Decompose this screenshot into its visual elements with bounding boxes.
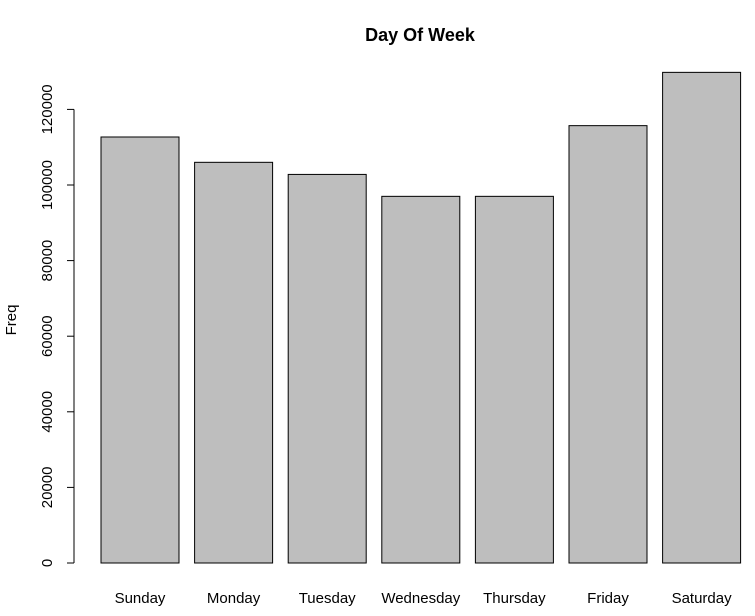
x-tick-label-monday: Monday bbox=[207, 590, 261, 607]
x-axis-labels: Sunday Monday Tuesday Wednesday Thursday Frid… bbox=[115, 590, 733, 607]
bar-sunday bbox=[100, 136, 180, 564]
chart-title: Day Of Week bbox=[365, 25, 476, 45]
bar-thursday bbox=[474, 195, 554, 564]
y-tick-label: 80000 bbox=[39, 240, 56, 282]
y-tick-label: 60000 bbox=[39, 315, 56, 357]
bar-friday bbox=[568, 125, 648, 564]
y-axis: 0 20000 40000 60000 80000 100000 120000 bbox=[39, 84, 75, 567]
bar-saturday bbox=[662, 71, 742, 564]
y-tick-label: 20000 bbox=[39, 467, 56, 509]
bar-tuesday bbox=[287, 173, 367, 564]
x-tick-label-thursday: Thursday bbox=[483, 590, 546, 607]
bar-wednesday bbox=[381, 195, 461, 564]
y-tick-label: 40000 bbox=[39, 391, 56, 433]
y-tick-label: 120000 bbox=[39, 84, 56, 134]
x-tick-label-tuesday: Tuesday bbox=[299, 590, 356, 607]
y-tick-label: 0 bbox=[39, 559, 56, 567]
bar-monday bbox=[194, 161, 274, 564]
y-axis-label: Freq bbox=[3, 305, 20, 336]
x-tick-label-friday: Friday bbox=[587, 590, 629, 607]
x-tick-label-wednesday: Wednesday bbox=[381, 590, 460, 607]
y-tick-label: 100000 bbox=[39, 160, 56, 210]
x-tick-label-saturday: Saturday bbox=[672, 590, 733, 607]
bars bbox=[100, 71, 742, 564]
x-tick-label-sunday: Sunday bbox=[115, 590, 166, 607]
